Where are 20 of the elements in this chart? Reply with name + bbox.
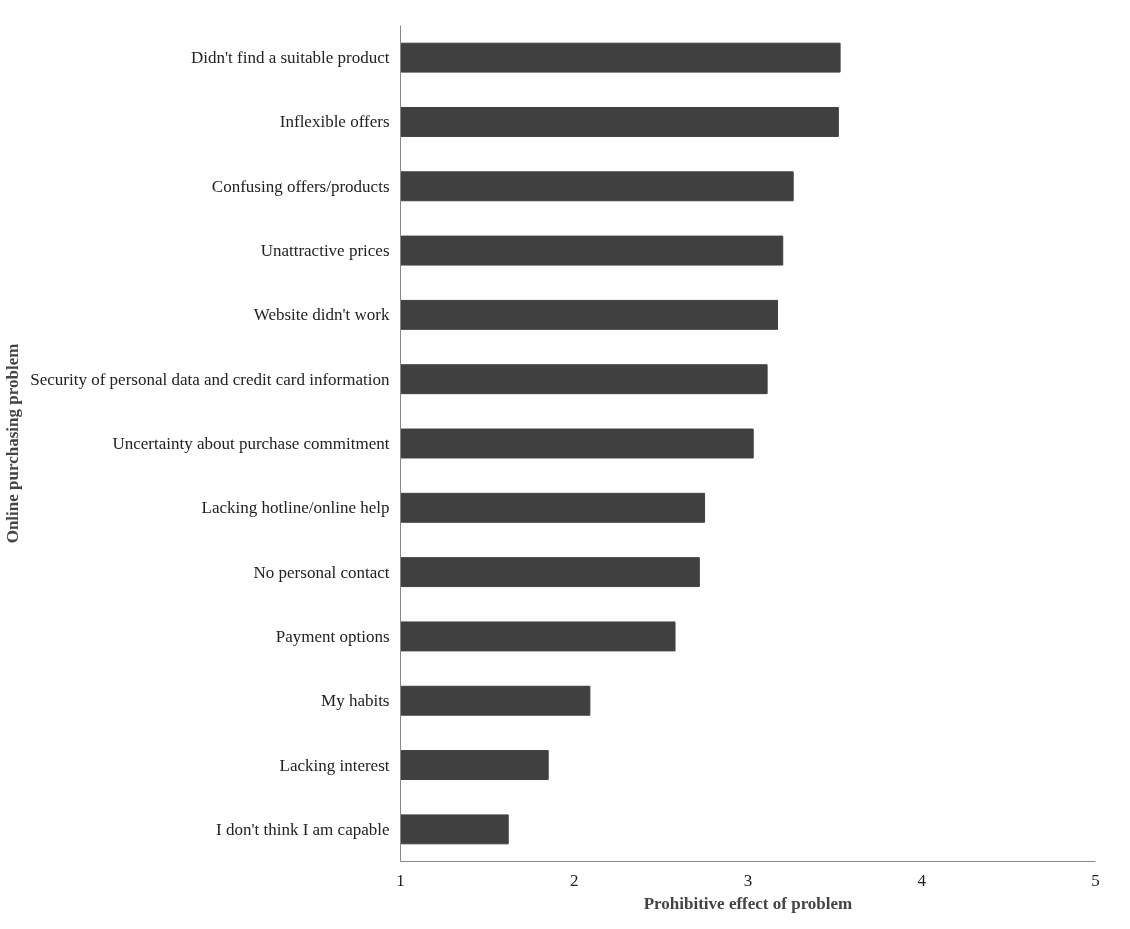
y-tick-label: My habits [321,691,390,711]
y-tick-label: Uncertainty about purchase commitment [112,434,390,453]
x-axis-title: Prohibitive effect of problem [643,893,853,913]
y-tick-label: Lacking hotline/online help [201,498,390,518]
y-axis-title: Online purchasing problem [3,343,23,544]
y-tick-label: Unattractive prices [260,241,390,261]
y-tick-label: Lacking interest [279,755,390,775]
x-tick-label: 2 [570,870,579,890]
y-tick-label: Security of personal data and credit card information [30,369,390,389]
y-tick-label: I don't think I am capable [216,819,390,839]
x-tick-label: 3 [743,870,753,890]
y-tick-label: Didn't find a suitable product [190,48,390,68]
x-tick-label: 4 [917,870,927,890]
y-tick-label: Website didn't work [253,305,390,325]
x-tick-label: 1 [396,870,405,890]
y-tick-label: Inflexible offers [279,112,390,132]
y-tick-label: Payment options [275,626,390,646]
y-tick-label: No personal contact [253,562,390,582]
x-tick-label: 5 [1091,870,1100,890]
y-tick-label: Confusing offers/products [211,176,390,196]
